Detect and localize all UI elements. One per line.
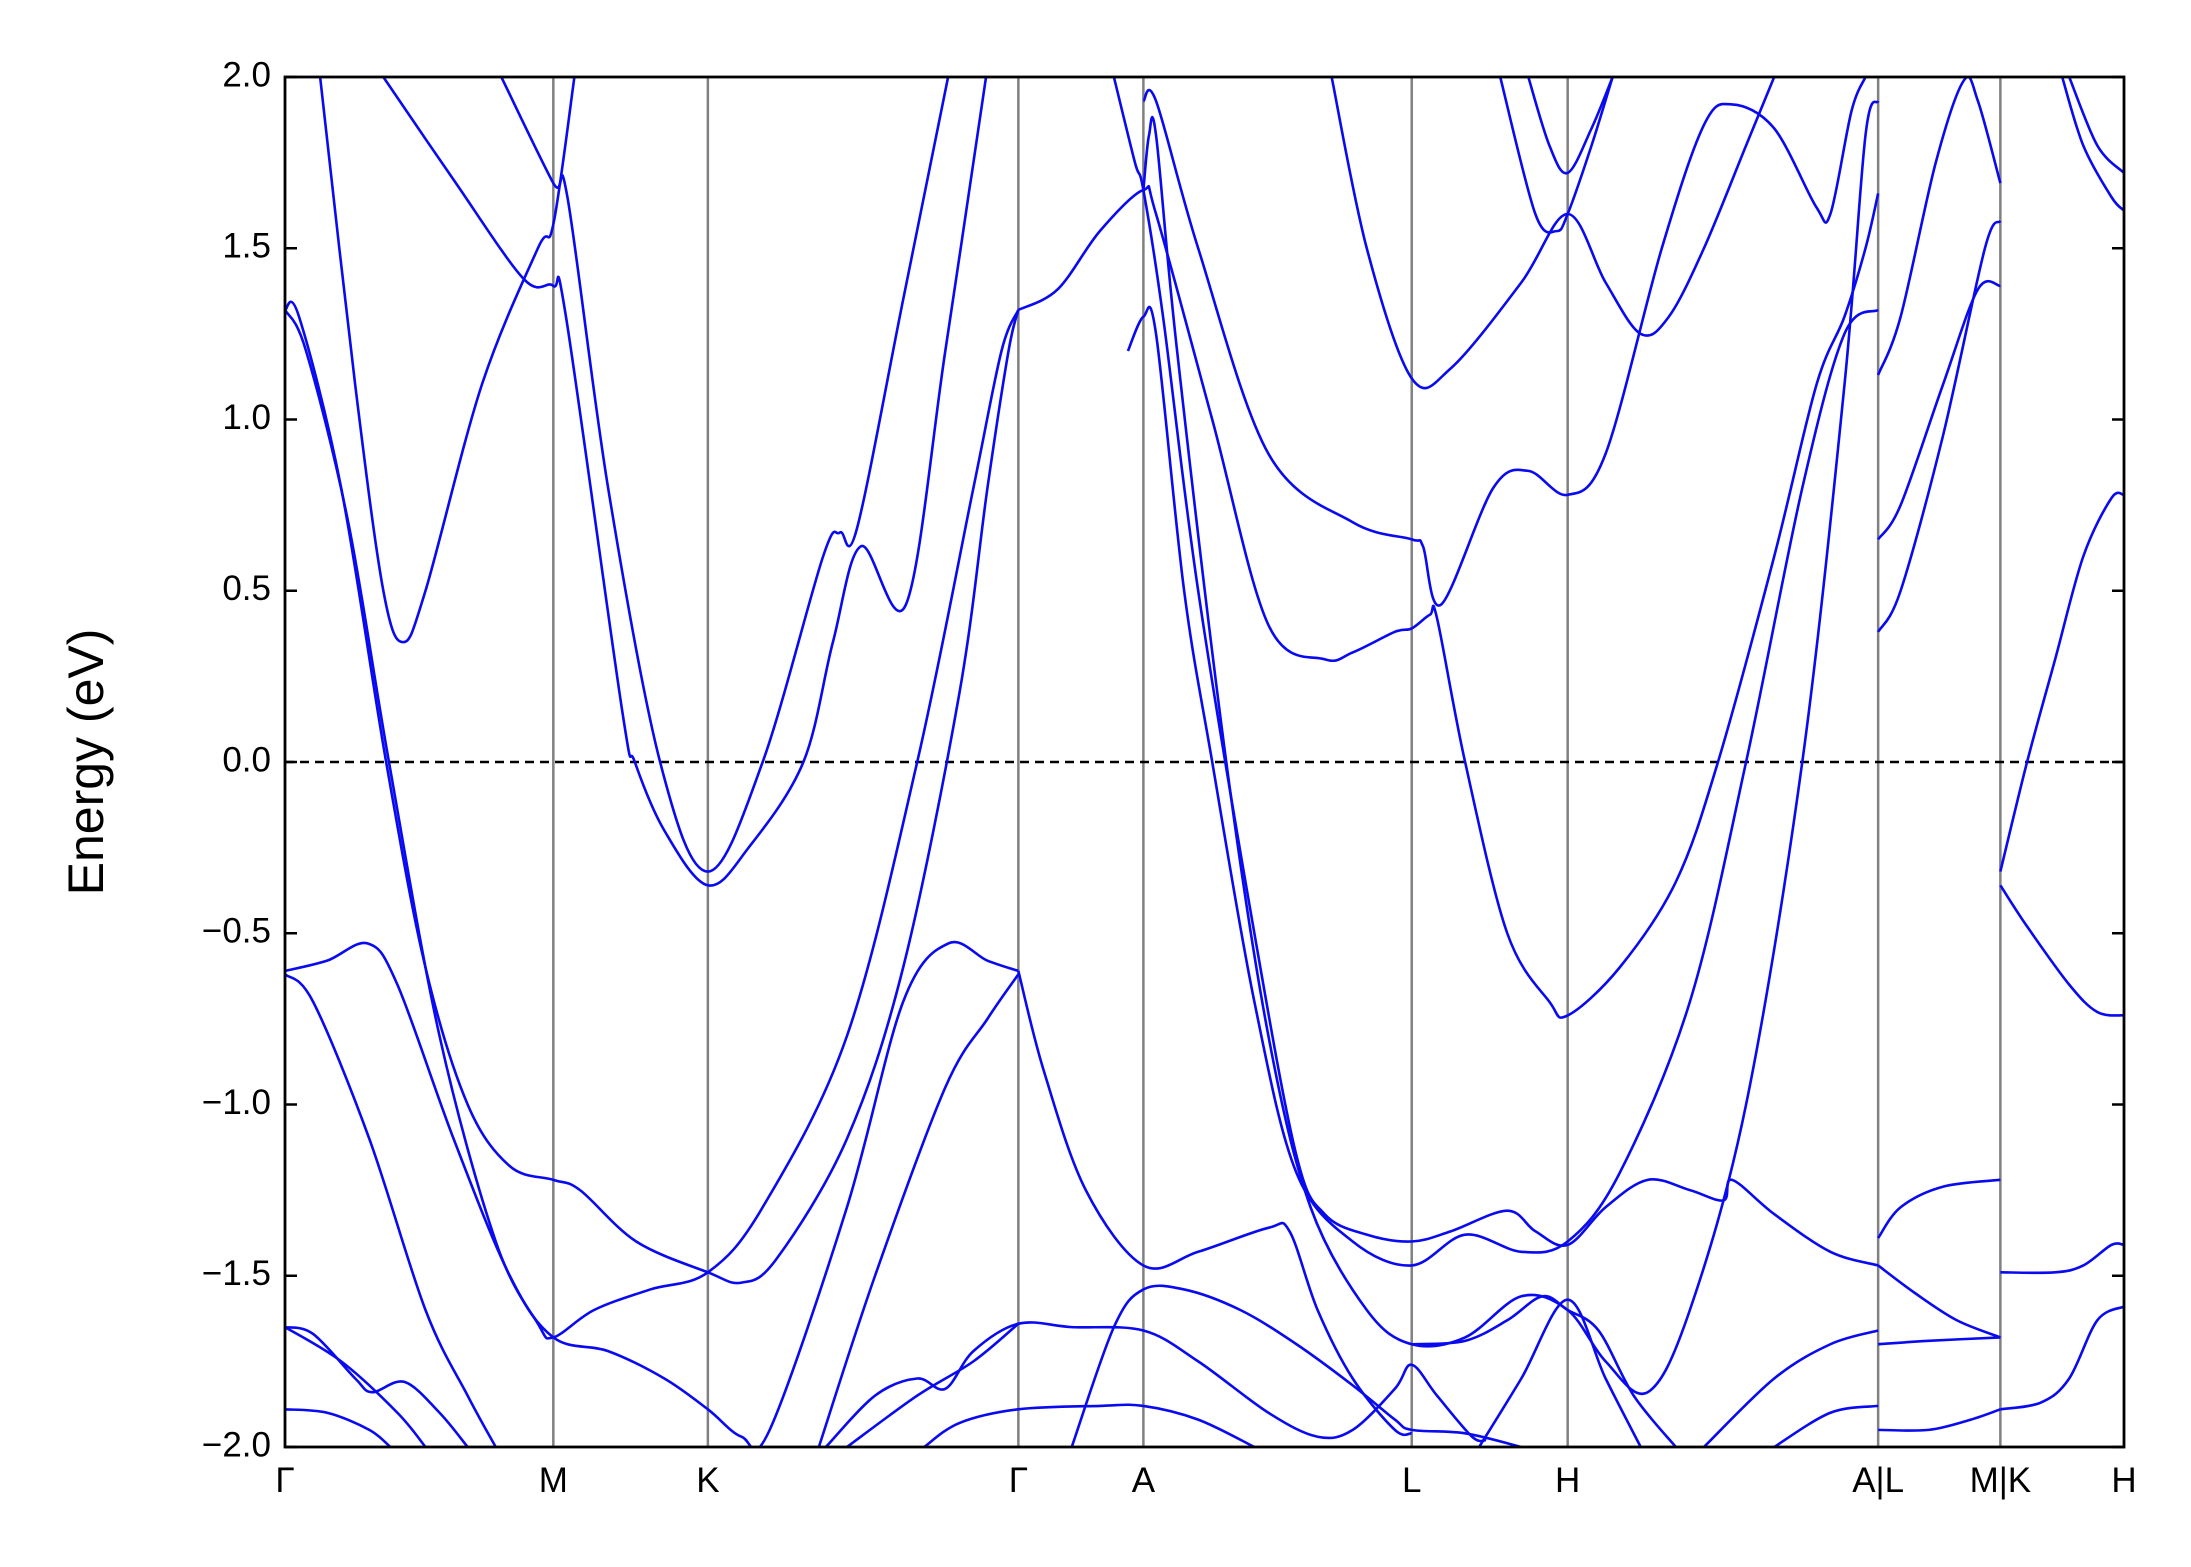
y-tick-label: 0.5	[222, 569, 271, 608]
band	[1498, 77, 1614, 234]
band	[285, 1408, 392, 1447]
y-tick-label: 0.0	[222, 740, 271, 779]
band	[817, 973, 1020, 1447]
band	[1877, 1264, 2001, 1339]
band	[1878, 1336, 2001, 1346]
y-axis-label: Energy (eV)	[58, 629, 114, 896]
band	[2000, 1305, 2124, 1411]
band	[824, 1321, 1487, 1447]
band	[1999, 884, 2124, 1017]
band	[1877, 279, 2001, 541]
band	[500, 77, 950, 873]
band	[1877, 1178, 2001, 1239]
band	[318, 77, 576, 644]
x-tick-label: L	[1402, 1461, 1421, 1500]
y-tick-label: 1.0	[222, 398, 271, 437]
x-tick-label: M|K	[1970, 1461, 2032, 1500]
y-tick-label: 1.5	[222, 227, 271, 266]
band	[285, 973, 497, 1447]
x-tick-label: A	[1132, 1461, 1156, 1500]
x-tick-label: A|L	[1852, 1461, 1904, 1500]
y-tick-label: −0.5	[202, 912, 271, 951]
band	[1017, 970, 1412, 1437]
band	[1999, 491, 2124, 872]
band	[1773, 1404, 1879, 1447]
band	[1411, 1294, 1677, 1447]
band	[1142, 77, 1867, 607]
x-tick-label: Γ	[1009, 1461, 1028, 1500]
x-tick-label: M	[539, 1461, 568, 1500]
y-tick-label: −1.5	[202, 1254, 271, 1293]
band	[382, 77, 988, 887]
band	[285, 1326, 427, 1447]
band	[1878, 1408, 2001, 1432]
band	[2068, 77, 2124, 174]
y-tick-label: 2.0	[222, 55, 271, 94]
band	[1877, 219, 2002, 633]
band	[2060, 77, 2124, 212]
x-tick-label: H	[1555, 1461, 1580, 1500]
band	[1527, 77, 1614, 175]
x-tick-label: Γ	[275, 1461, 294, 1500]
band	[1478, 1298, 1642, 1447]
plot-frame	[283, 75, 2126, 1449]
x-tick-label: K	[696, 1461, 719, 1500]
band	[923, 1403, 1255, 1447]
band	[1703, 1329, 1879, 1447]
band	[285, 300, 1020, 1285]
band	[1126, 305, 1879, 1267]
x-tick-label: H	[2111, 1461, 2136, 1500]
band	[1070, 1284, 1522, 1447]
band	[285, 1325, 469, 1447]
band	[1142, 100, 1880, 1396]
band	[2000, 1242, 2124, 1275]
band	[846, 1322, 1020, 1447]
y-tick-label: −1.0	[202, 1083, 271, 1122]
band	[285, 309, 1020, 1340]
band	[285, 940, 1019, 1447]
bands	[285, 77, 2124, 1447]
band	[1876, 77, 2002, 376]
band	[1017, 184, 1880, 1019]
y-tick-label: −2.0	[202, 1425, 271, 1464]
